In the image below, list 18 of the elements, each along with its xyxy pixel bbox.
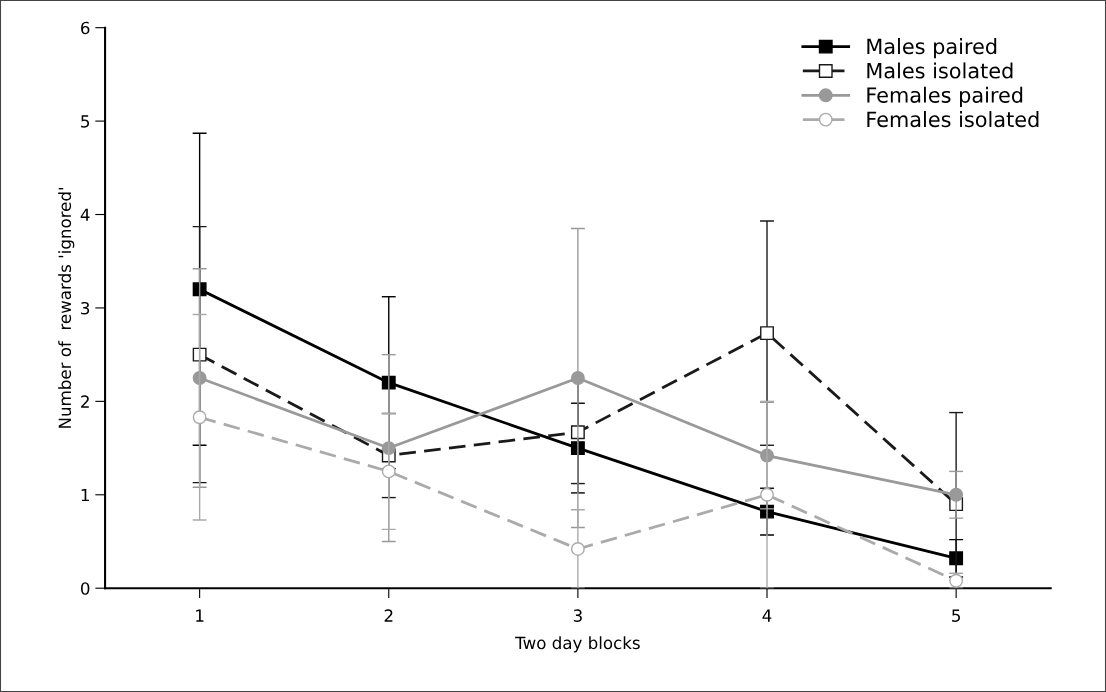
y-tick-label: 3 — [81, 301, 90, 315]
y-tick-label: 5 — [81, 115, 90, 128]
y-tick-label: 1 — [81, 488, 89, 502]
y-tick-label: 0 — [80, 582, 90, 595]
x-axis-title: Two day blocks — [515, 636, 640, 653]
x-tick-label: 3 — [573, 609, 582, 622]
x-tick-label: 2 — [384, 609, 393, 622]
x-tick-label: 4 — [762, 609, 772, 622]
y-tick-label: 6 — [81, 21, 90, 35]
legend-label: Males isolated — [867, 62, 1013, 79]
y-tick-label: 2 — [81, 395, 89, 408]
legend-label: Females isolated — [867, 111, 1039, 128]
y-tick-label: 4 — [80, 208, 90, 221]
legend-label: Males paired — [867, 38, 997, 59]
y-axis-title: Number of rewards 'ignored' — [58, 188, 75, 428]
x-tick-label: 1 — [196, 609, 204, 622]
legend-label: Females paired — [867, 86, 1023, 107]
x-tick-label: 5 — [952, 609, 960, 622]
